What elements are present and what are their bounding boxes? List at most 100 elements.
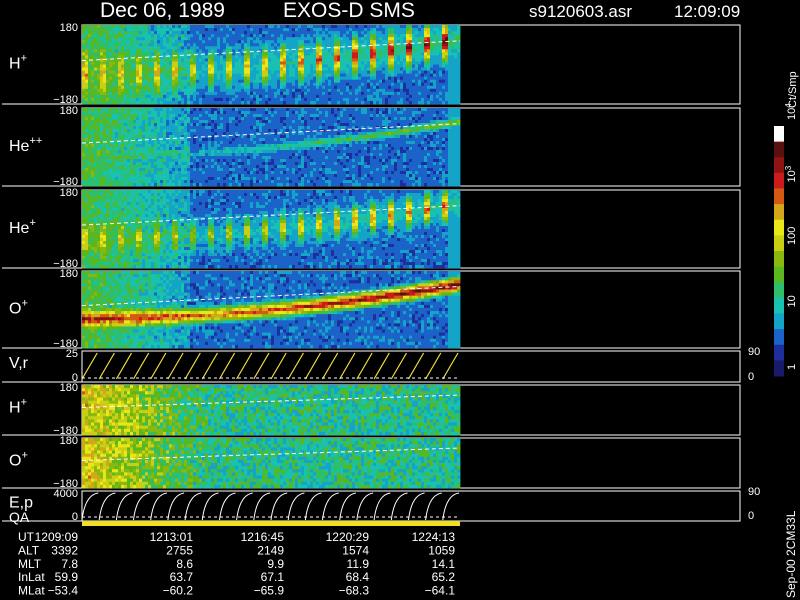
- spectrogram-cell: [139, 40, 142, 43]
- spectrogram-cell: [220, 58, 223, 61]
- spectrogram-cell: [154, 129, 157, 132]
- spectrogram-cell: [445, 68, 448, 71]
- spectrogram-cell: [172, 141, 175, 144]
- spectrogram-cell: [112, 98, 115, 101]
- spectrogram-cell: [328, 77, 331, 80]
- spectrogram-cell: [178, 49, 181, 52]
- spectrogram-cell: [436, 74, 439, 77]
- spectrogram-cell: [268, 135, 271, 138]
- spectrogram-cell: [361, 34, 364, 37]
- spectrogram-cell: [430, 74, 433, 77]
- spectrogram-cell: [136, 68, 139, 71]
- spectrogram-cell: [178, 132, 181, 135]
- spectrogram-cell: [199, 86, 202, 89]
- spectrogram-cell: [412, 37, 415, 40]
- spectrogram-cell: [439, 49, 442, 52]
- spectrogram-cell: [172, 129, 175, 132]
- spectrogram-cell: [259, 108, 262, 111]
- spectrogram-cell: [133, 177, 136, 180]
- spectrogram-cell: [178, 74, 181, 77]
- spectrogram-cell: [226, 61, 229, 64]
- spectrogram-cell: [298, 71, 301, 74]
- spectrogram-cell: [421, 68, 424, 71]
- spectrogram-cell: [103, 83, 106, 86]
- spectrogram-cell: [97, 101, 100, 104]
- spectrogram-cell: [88, 71, 91, 74]
- spectrogram-cell: [247, 71, 250, 74]
- spectrogram-cell: [232, 171, 235, 174]
- spectrogram-cell: [244, 92, 247, 95]
- spectrogram-cell: [253, 46, 256, 49]
- spectrogram-cell: [121, 108, 124, 111]
- spectrogram-cell: [85, 52, 88, 55]
- spectrogram-cell: [439, 95, 442, 98]
- spectrogram-cell: [172, 144, 175, 147]
- spectrogram-cell: [151, 71, 154, 74]
- spectrogram-cell: [205, 180, 208, 183]
- spectrogram-cell: [136, 156, 139, 159]
- spectrogram-cell: [142, 95, 145, 98]
- spectrogram-cell: [310, 46, 313, 49]
- spectrogram-cell: [415, 43, 418, 46]
- spectrogram-cell: [439, 98, 442, 101]
- spectrogram-cell: [283, 80, 286, 83]
- spectrogram-cell: [298, 52, 301, 55]
- spectrogram-cell: [127, 65, 130, 68]
- spectrogram-cell: [145, 171, 148, 174]
- spectrogram-cell: [457, 80, 460, 83]
- spectrogram-cell: [439, 68, 442, 71]
- spectrogram-cell: [166, 58, 169, 61]
- spectrogram-cell: [112, 129, 115, 132]
- spectrogram-cell: [103, 46, 106, 49]
- spectrogram-cell: [400, 101, 403, 104]
- spectrogram-cell: [115, 92, 118, 95]
- spectrogram-cell: [136, 40, 139, 43]
- spectrogram-cell: [136, 55, 139, 58]
- spectrogram-cell: [298, 95, 301, 98]
- spectrogram-cell: [82, 52, 85, 55]
- spectrogram-cell: [136, 126, 139, 129]
- spectrogram-cell: [190, 95, 193, 98]
- spectrogram-cell: [154, 92, 157, 95]
- spectrogram-cell: [271, 177, 274, 180]
- spectrogram-cell: [262, 65, 265, 68]
- spectrogram-cell: [157, 49, 160, 52]
- spectrogram-cell: [124, 159, 127, 162]
- spectrogram-cell: [403, 34, 406, 37]
- spectrogram-cell: [139, 177, 142, 180]
- spectrogram-cell: [238, 153, 241, 156]
- spectrogram-cell: [214, 108, 217, 111]
- spectrogram-cell: [160, 68, 163, 71]
- spectrogram-cell: [367, 95, 370, 98]
- spectrogram-cell: [385, 34, 388, 37]
- spectrogram-cell: [208, 65, 211, 68]
- spectrogram-cell: [130, 120, 133, 123]
- spectrogram-cell: [316, 83, 319, 86]
- spectrogram-cell: [220, 156, 223, 159]
- spectrogram-cell: [283, 58, 286, 61]
- spectrogram-cell: [133, 129, 136, 132]
- spectrogram-cell: [91, 108, 94, 111]
- spectrogram-cell: [370, 37, 373, 40]
- spectrogram-cell: [256, 65, 259, 68]
- spectrogram-cell: [88, 65, 91, 68]
- spectrogram-cell: [259, 147, 262, 150]
- spectrogram-cell: [274, 144, 277, 147]
- spectrogram-cell: [316, 101, 319, 104]
- spectrogram-cell: [223, 111, 226, 114]
- spectrogram-cell: [88, 49, 91, 52]
- spectrogram-cell: [400, 61, 403, 64]
- spectrogram-cell: [94, 117, 97, 120]
- spectrogram-cell: [199, 168, 202, 171]
- spectrogram-cell: [157, 68, 160, 71]
- spectrogram-cell: [148, 141, 151, 144]
- spectrogram-cell: [451, 71, 454, 74]
- spectrogram-cell: [232, 101, 235, 104]
- spectrogram-cell: [301, 55, 304, 58]
- spectrogram-cell: [241, 52, 244, 55]
- spectrogram-cell: [250, 101, 253, 104]
- spectrogram-cell: [343, 101, 346, 104]
- spectrogram-cell: [448, 65, 451, 68]
- spectrogram-cell: [280, 86, 283, 89]
- spectrogram-cell: [106, 55, 109, 58]
